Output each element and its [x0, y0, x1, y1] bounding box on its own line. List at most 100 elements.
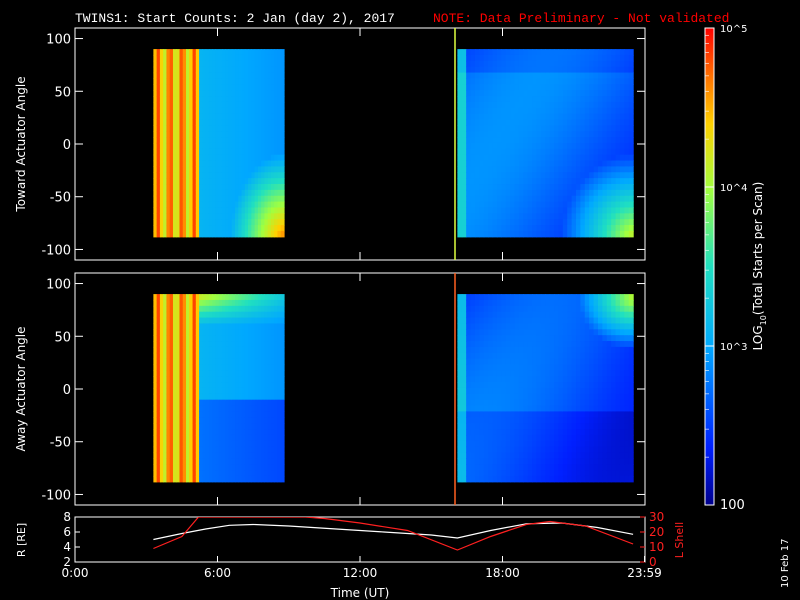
heatmap-cell	[523, 358, 529, 366]
heatmap-cell	[225, 101, 230, 109]
heatmap-cell	[212, 54, 217, 62]
heatmap-cell	[156, 305, 161, 313]
heatmap-cell	[584, 90, 590, 97]
heatmap-cell	[244, 294, 249, 301]
heatmap-cell	[492, 84, 498, 91]
heatmap-cell	[192, 154, 197, 162]
heatmap-cell	[593, 213, 599, 220]
heatmap-cell	[264, 294, 269, 301]
heatmap-cell	[567, 172, 573, 179]
heatmap-cell	[199, 90, 203, 97]
heatmap-cell	[540, 311, 546, 319]
heatmap-cell	[205, 225, 210, 232]
heatmap-cell	[251, 341, 256, 348]
heatmap-cell	[199, 341, 203, 348]
heatmap-cell	[461, 440, 467, 448]
heatmap-cell	[488, 305, 494, 313]
heatmap-cell	[208, 376, 213, 383]
heatmap-cell	[264, 66, 269, 74]
heatmap-cell	[540, 72, 546, 80]
heatmap-cell	[571, 417, 577, 424]
heatmap-cell	[558, 148, 564, 156]
heatmap-cell	[280, 101, 285, 109]
heatmap-cell	[238, 84, 243, 91]
heatmap-cell	[466, 96, 472, 103]
heatmap-cell	[254, 305, 259, 313]
y-tick-label: -100	[41, 243, 71, 258]
heatmap-cell	[461, 399, 467, 407]
heatmap-cell	[593, 458, 599, 465]
heatmap-cell	[225, 335, 230, 342]
heatmap-cell	[628, 125, 634, 132]
heatmap-cell	[251, 107, 256, 115]
heatmap-cell	[202, 405, 207, 413]
heatmap-cell	[267, 137, 272, 144]
heatmap-cell	[218, 101, 223, 109]
heatmap-cell	[231, 382, 236, 389]
heatmap-cell	[212, 207, 217, 214]
heatmap-cell	[156, 160, 161, 168]
heatmap-cell	[514, 119, 520, 126]
heatmap-cell	[558, 311, 564, 319]
heatmap-cell	[202, 195, 207, 203]
heatmap-cell	[277, 142, 282, 150]
heatmap-cell	[215, 446, 220, 454]
heatmap-cell	[202, 464, 207, 471]
heatmap-cell	[606, 364, 612, 371]
heatmap-cell	[461, 131, 467, 138]
heatmap-cell	[510, 317, 516, 325]
heatmap-cell	[461, 470, 467, 477]
heatmap-cell	[221, 225, 226, 232]
heatmap-cell	[619, 207, 625, 214]
heatmap-cell	[225, 376, 230, 383]
heatmap-cell	[274, 213, 279, 220]
heatmap-cell	[261, 84, 266, 91]
heatmap-cell	[474, 440, 480, 448]
heatmap-cell	[169, 178, 174, 185]
heatmap-cell	[156, 172, 161, 179]
heatmap-cell	[597, 148, 603, 156]
heatmap-cell	[218, 131, 223, 138]
heatmap-cell	[238, 154, 243, 162]
heatmap-cell	[176, 346, 181, 354]
heatmap-cell	[280, 195, 285, 203]
heatmap-cell	[186, 458, 190, 465]
heatmap-cell	[576, 382, 581, 389]
heatmap-cell	[501, 376, 507, 383]
heatmap-cell	[576, 154, 581, 162]
heatmap-cell	[606, 329, 612, 336]
heatmap-cell	[461, 54, 467, 62]
heatmap-cell	[576, 323, 581, 330]
heatmap-cell	[536, 225, 542, 232]
heatmap-cell	[488, 137, 494, 144]
heatmap-cell	[241, 475, 246, 483]
heatmap-cell	[205, 452, 210, 459]
heatmap-cell	[593, 119, 599, 126]
heatmap-cell	[496, 329, 502, 336]
heatmap-cell	[593, 335, 599, 342]
heatmap-cell	[510, 364, 516, 371]
heatmap-cell	[496, 72, 502, 80]
heatmap-cell	[457, 382, 463, 389]
heatmap-cell	[235, 230, 239, 238]
heatmap-cell	[510, 452, 516, 459]
heatmap-cell	[267, 446, 272, 454]
heatmap-cell	[597, 305, 603, 313]
heatmap-cell	[192, 358, 197, 366]
heatmap-cell	[611, 78, 617, 85]
heatmap-cell	[523, 78, 529, 85]
heatmap-cell	[558, 446, 564, 454]
heatmap-cell	[602, 184, 608, 191]
heatmap-cell	[199, 335, 203, 342]
heatmap-cell	[540, 452, 546, 459]
heatmap-cell	[496, 101, 502, 109]
heatmap-cell	[466, 90, 472, 97]
heatmap-cell	[225, 213, 230, 220]
heatmap-cell	[261, 452, 266, 459]
heatmap-cell	[159, 125, 164, 132]
heatmap-cell	[536, 230, 542, 238]
heatmap-cell	[172, 464, 177, 471]
heatmap-cell	[624, 131, 630, 138]
heatmap-cell	[496, 184, 502, 191]
heatmap-cell	[153, 387, 158, 395]
